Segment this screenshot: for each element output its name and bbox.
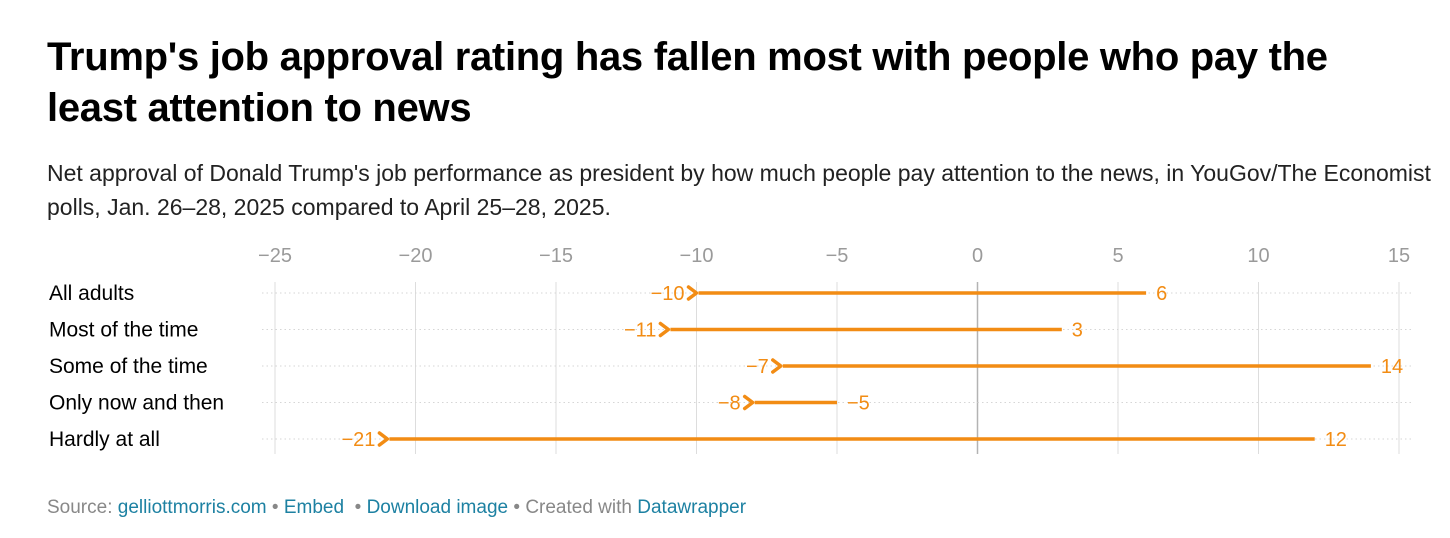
arrow-head	[658, 321, 671, 338]
start-value-label: 6	[1156, 283, 1167, 305]
x-tick-label: −25	[258, 245, 292, 267]
end-value-label: −8	[718, 393, 741, 415]
created-with-label: Created with	[525, 497, 632, 518]
grid-layer	[262, 282, 1412, 454]
datawrapper-link[interactable]: Datawrapper	[637, 497, 747, 518]
start-value-label: −5	[847, 393, 870, 415]
end-value-label: −10	[651, 283, 685, 305]
x-tick-label: 0	[972, 245, 983, 267]
x-tick-label: −20	[399, 245, 433, 267]
x-tick-label: 5	[1112, 245, 1123, 267]
download-image-link[interactable]: Download image	[366, 497, 509, 518]
x-tick-label: 10	[1247, 245, 1269, 267]
footer-separator: •	[513, 497, 521, 518]
source-label: Source:	[47, 497, 113, 518]
start-value-label: 14	[1381, 356, 1403, 378]
end-value-label: −11	[624, 320, 656, 342]
row-label: All adults	[49, 282, 134, 305]
chart-title: Trump's job approval rating has fallen m…	[47, 35, 1328, 130]
arrow-head	[377, 431, 390, 447]
footer: Source: gelliottmorris.com • Embed • Dow…	[47, 495, 746, 521]
chart-subtitle: Net approval of Donald Trump's job perfo…	[47, 160, 1431, 220]
row-label: Some of the time	[49, 355, 208, 378]
footer-separator: •	[354, 497, 362, 518]
x-tick-label: 15	[1388, 245, 1410, 267]
arrow-head	[686, 285, 699, 301]
row-label: Most of the time	[49, 319, 198, 342]
x-tick-label: −10	[680, 245, 714, 267]
embed-link[interactable]: Embed	[283, 497, 345, 518]
row-label: Hardly at all	[49, 428, 160, 451]
start-value-label: 12	[1325, 429, 1347, 451]
x-tick-label: −15	[539, 245, 573, 267]
row-label: Only now and then	[49, 392, 224, 415]
end-value-label: −21	[341, 429, 375, 451]
end-value-label: −7	[746, 356, 769, 378]
x-axis-ticks: −25 −20 −15 −10 −5 0 5 10 15	[258, 245, 1410, 267]
arrow-head	[742, 394, 755, 411]
x-tick-label: −5	[826, 245, 849, 267]
arrow-head	[771, 358, 783, 374]
source-link[interactable]: gelliottmorris.com	[117, 497, 267, 518]
footer-separator: •	[271, 497, 279, 518]
arrows	[377, 285, 1371, 447]
row-labels: All adults Most of the time Some of the ti…	[49, 282, 224, 451]
value-labels: 6 −10 3 −11 14 −7 −5 −8 12 −21	[341, 283, 1403, 451]
start-value-label: 3	[1072, 320, 1083, 342]
